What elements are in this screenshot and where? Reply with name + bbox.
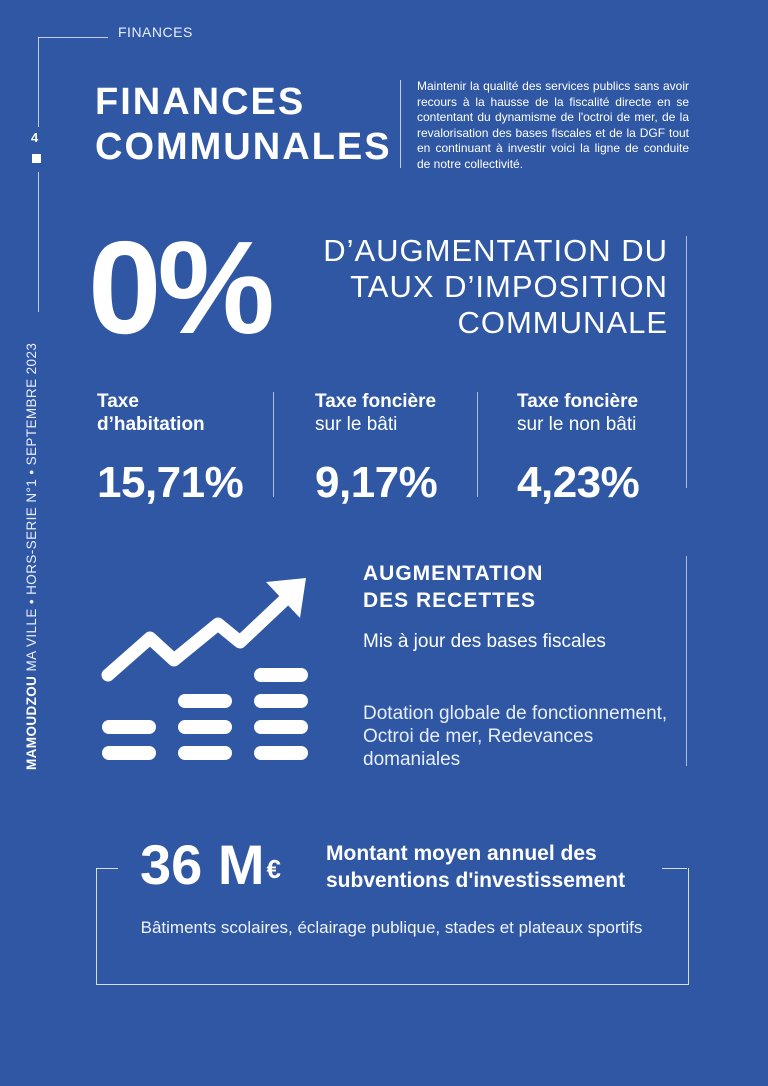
headline-line-3: COMMUNALE	[457, 305, 668, 340]
page-title: FINANCES COMMUNALES	[95, 80, 392, 170]
page-marker	[32, 154, 41, 163]
recettes-title-line-1: AUGMENTATION	[363, 562, 544, 585]
tax-fonciere-non-bati: Taxe foncière sur le non bâti 4,23%	[517, 390, 697, 508]
investment-box	[96, 868, 689, 985]
investment-currency: €	[266, 854, 281, 884]
investment-description: Bâtiments scolaires, éclairage publique,…	[140, 918, 643, 937]
right-divider	[686, 236, 687, 488]
recettes-item-2: Dotation globale de fonctionnement, Octr…	[363, 703, 668, 770]
tax-label-rest: sur le bâti	[315, 414, 398, 435]
publication-brand: MAMOUDZOU	[24, 675, 39, 770]
title-divider	[400, 80, 401, 168]
publication-info: MAMOUDZOU MA VILLE • HORS-SERIE N°1 • SE…	[24, 343, 39, 770]
investment-amount-value: 36 M	[140, 833, 265, 896]
investment-label: Montant moyen annuel des subventions d'i…	[326, 840, 625, 894]
investment-label-line-2: subventions d'investissement	[326, 869, 626, 892]
investment-label-line-1: Montant moyen annuel des	[326, 842, 597, 865]
tax-label-bold: Taxe foncière	[517, 391, 639, 412]
recettes-title: AUGMENTATION DES RECETTES	[363, 560, 543, 614]
page-title-line-1: FINANCES	[95, 81, 306, 123]
recettes-title-line-2: DES RECETTES	[363, 589, 537, 612]
intro-paragraph: Maintenir la qualité des services public…	[417, 79, 689, 171]
tax-value: 15,71%	[97, 458, 244, 507]
tax-label-bold: Taxe	[97, 391, 139, 412]
publication-issue: MA VILLE • HORS-SERIE N°1 • SEPTEMBRE 20…	[24, 342, 39, 672]
column-divider	[273, 392, 274, 497]
section-label: FINANCES	[118, 24, 193, 40]
headline-line-1: D’AUGMENTATION DU	[323, 233, 668, 268]
growth-chart-icon	[101, 578, 308, 760]
investment-amount: 36 M€	[140, 832, 281, 898]
tax-label-bold: Taxe foncière	[315, 391, 437, 412]
frame-line-left-lower	[38, 172, 39, 312]
right-divider-lower	[686, 556, 687, 766]
tax-value: 4,23%	[517, 458, 640, 507]
page-number: 4	[31, 130, 39, 145]
frame-line-left	[38, 37, 39, 127]
investment-box-top-left	[96, 868, 118, 869]
recettes-item-1: Mis à jour des bases fiscales	[363, 631, 606, 652]
tax-label-rest: sur le non bâti	[517, 414, 637, 435]
frame-line-top	[38, 37, 108, 38]
column-divider	[477, 392, 478, 497]
tax-habitation: Taxe d’habitation 15,71%	[97, 390, 277, 508]
headline-value: 0%	[88, 214, 275, 361]
page-title-line-2: COMMUNALES	[95, 126, 392, 168]
tax-label-rest: d’habitation	[97, 414, 205, 435]
headline-text: D’AUGMENTATION DU TAUX D’IMPOSITION COMM…	[323, 233, 668, 341]
headline-line-2: TAUX D’IMPOSITION	[350, 269, 668, 304]
investment-box-top-right	[662, 868, 687, 869]
tax-fonciere-bati: Taxe foncière sur le bâti 9,17%	[315, 390, 495, 508]
tax-value: 9,17%	[315, 458, 438, 507]
